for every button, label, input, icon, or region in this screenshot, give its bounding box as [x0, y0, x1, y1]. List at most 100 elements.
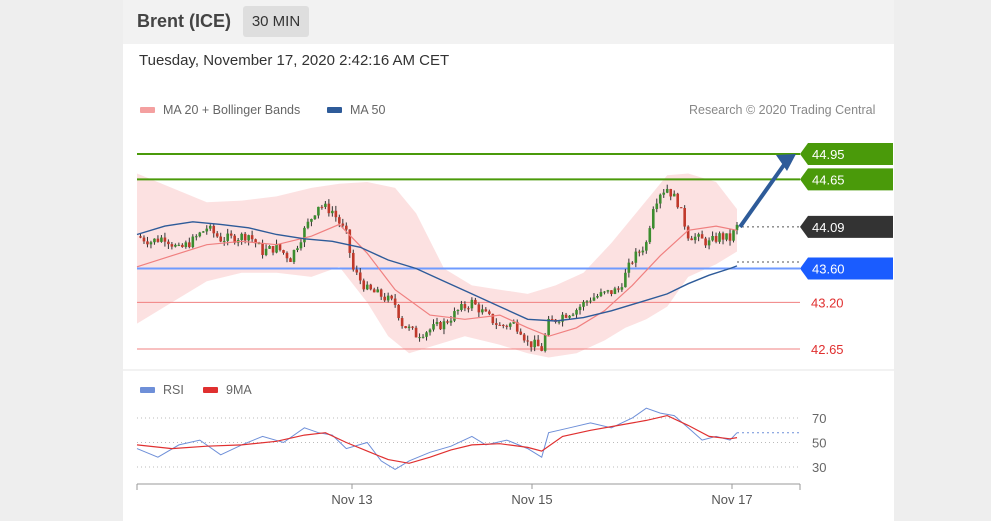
rsi-tick-label: 30: [812, 460, 826, 475]
candle-body: [306, 221, 310, 228]
legend-rsi: RSI: [140, 383, 184, 397]
rsi-tick-label: 50: [812, 436, 826, 451]
legend-rsi-label: RSI: [163, 383, 184, 397]
resistance-label-box: [800, 143, 893, 165]
x-tick-label: Nov 15: [511, 492, 552, 507]
candle-body: [369, 284, 373, 290]
instrument-title: Brent (ICE): [137, 11, 231, 31]
candle-body: [732, 230, 735, 241]
candle-body: [282, 250, 285, 253]
candle-body: [219, 236, 223, 242]
candle-body: [188, 242, 191, 248]
interval-button[interactable]: 30 MIN: [243, 6, 309, 37]
minor-level-label: 43.20: [811, 295, 844, 310]
candle-body: [205, 228, 209, 232]
candle-body: [662, 192, 666, 195]
credit-text: Research © 2020 Trading Central: [689, 103, 876, 117]
candle-body: [289, 258, 292, 262]
candle-body: [331, 210, 334, 214]
candle-body: [540, 346, 543, 351]
candle-body: [617, 288, 620, 290]
candle-body: [275, 243, 278, 253]
candle-body: [386, 295, 390, 301]
support-label: 43.60: [812, 261, 845, 276]
current-price-label: 44.09: [812, 220, 845, 235]
candle-body: [697, 234, 700, 237]
candle-body: [512, 321, 516, 324]
candle-body: [683, 207, 686, 227]
candle-body: [526, 340, 529, 342]
candle-body: [439, 321, 442, 330]
candle-body: [491, 313, 495, 324]
candle-body: [404, 326, 407, 329]
candle-body: [620, 287, 624, 290]
candle-body: [320, 206, 324, 208]
candle-body: [582, 301, 585, 307]
candle-body: [264, 248, 268, 256]
candle-body: [411, 326, 414, 328]
candle-body: [215, 233, 219, 237]
candle-body: [212, 225, 216, 234]
resistance-label: 44.65: [812, 172, 845, 187]
candle-body: [638, 251, 641, 253]
candle-body: [648, 228, 652, 243]
candle-body: [613, 288, 617, 294]
candle-body: [711, 235, 714, 241]
candle-body: [481, 309, 484, 313]
candle-body: [271, 246, 275, 253]
candle-body: [477, 304, 481, 313]
legend-9ma: 9MA: [203, 383, 252, 397]
legend-ma50: MA 50: [327, 103, 385, 117]
candle-body: [561, 314, 564, 322]
candle-body: [296, 248, 299, 251]
candle-body: [543, 334, 547, 351]
candle-body: [575, 310, 578, 315]
candle-body: [547, 318, 550, 335]
legend-9ma-label: 9MA: [226, 383, 252, 397]
rsi-line: [136, 407, 738, 470]
resistance-label: 44.95: [812, 147, 845, 162]
candle-body: [453, 311, 456, 321]
candle-body: [686, 226, 690, 239]
candle-body: [421, 336, 425, 338]
candle-body: [631, 262, 634, 264]
candle-body: [195, 236, 198, 238]
candle-body: [358, 272, 362, 281]
candle-body: [718, 233, 721, 242]
candle-body: [624, 272, 627, 288]
candle-body: [226, 233, 229, 241]
candle-body: [606, 290, 610, 292]
candle-body: [163, 237, 167, 242]
candle-body: [376, 289, 379, 293]
candle-body: [522, 334, 526, 341]
candle-body: [379, 289, 383, 297]
candle-body: [345, 225, 348, 230]
candle-body: [324, 203, 327, 207]
candle-body: [177, 244, 181, 246]
candle-body: [160, 237, 163, 242]
candle-body: [365, 284, 369, 290]
candle-body: [310, 219, 313, 222]
candle-body: [603, 291, 606, 293]
candle-body: [292, 250, 296, 262]
candle-body: [529, 341, 533, 348]
candle-body: [139, 236, 142, 238]
candle-body: [229, 233, 233, 236]
legend-bollinger: MA 20 + Bollinger Bands: [140, 103, 300, 117]
candle-body: [334, 210, 338, 218]
candle-body: [700, 234, 704, 239]
x-tick-label: Nov 13: [331, 492, 372, 507]
candle-body: [181, 244, 184, 247]
candle-body: [257, 243, 261, 245]
candle-body: [498, 324, 502, 326]
candle-body: [484, 309, 488, 312]
candle-body: [707, 240, 711, 246]
candle-body: [317, 206, 320, 216]
ma50-line: [136, 221, 738, 322]
candle-body: [550, 318, 554, 320]
support-label-box: [800, 257, 893, 280]
legend-9ma-swatch: [203, 387, 218, 393]
candle-body: [362, 280, 366, 290]
legend-bollinger-swatch: [140, 107, 155, 113]
